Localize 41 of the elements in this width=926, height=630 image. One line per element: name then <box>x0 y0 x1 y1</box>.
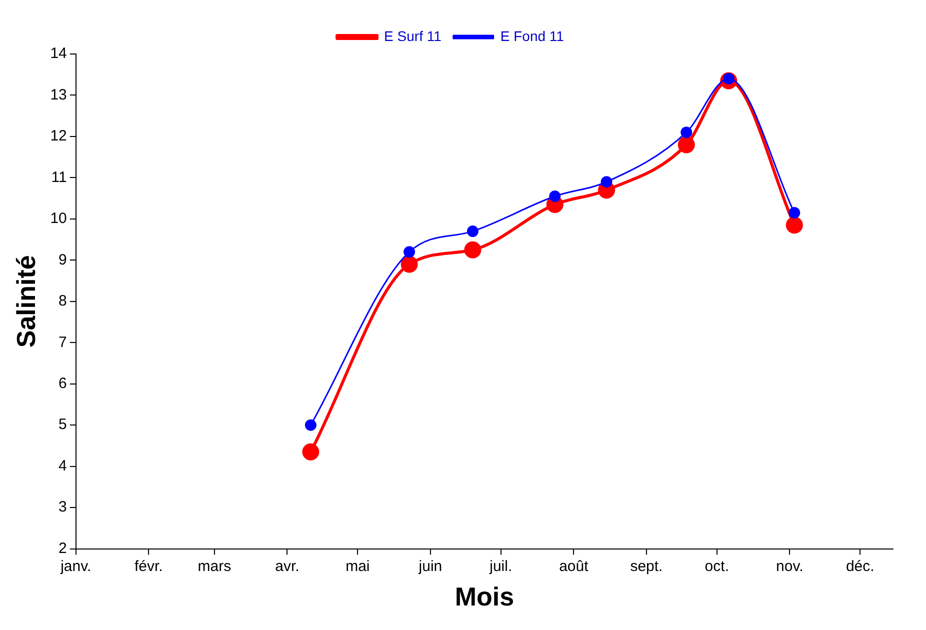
y-tick-label: 11 <box>51 168 67 186</box>
y-tick-label: 9 <box>58 251 67 268</box>
x-tick-label: nov. <box>776 558 804 575</box>
y-tick-label: 14 <box>50 45 67 62</box>
y-tick-label: 12 <box>50 128 67 145</box>
x-tick-label: juin <box>418 558 442 575</box>
y-tick-label: 7 <box>58 334 67 351</box>
x-tick-label: août <box>559 558 590 575</box>
x-tick-label: juil. <box>488 558 512 575</box>
point <box>786 216 803 234</box>
x-tick-label: janv. <box>60 558 92 575</box>
point <box>400 256 418 273</box>
point <box>600 176 612 188</box>
point <box>304 419 316 431</box>
y-tick-label: 2 <box>58 540 67 557</box>
x-tick-label: avr. <box>275 558 300 575</box>
y-tick-label: 6 <box>58 375 67 392</box>
y-tick-label: 3 <box>58 498 67 516</box>
x-tick-label: févr. <box>134 558 163 575</box>
point <box>464 241 482 258</box>
x-tick-label: mai <box>346 558 370 575</box>
x-tick-label: déc. <box>846 558 874 575</box>
legend-label: E Surf 11 <box>384 28 442 44</box>
y-tick-label: 4 <box>58 457 67 474</box>
x-tick-label: mars <box>198 558 232 575</box>
point <box>549 190 561 202</box>
point <box>678 136 695 154</box>
x-axis-title: Mois <box>454 582 514 612</box>
legend-label: E Fond 11 <box>500 28 564 44</box>
y-tick-label: 5 <box>58 416 67 434</box>
point <box>404 246 416 258</box>
point <box>788 207 800 218</box>
x-tick-label: sept. <box>630 558 663 575</box>
y-tick-label: 10 <box>50 210 67 228</box>
point <box>680 126 692 138</box>
point <box>302 443 320 460</box>
x-tick-label: oct. <box>704 558 729 575</box>
y-tick-label: 8 <box>58 292 67 310</box>
y-axis-title: Salinité <box>10 255 41 348</box>
y-tick-label: 13 <box>50 86 67 104</box>
point <box>466 226 478 238</box>
